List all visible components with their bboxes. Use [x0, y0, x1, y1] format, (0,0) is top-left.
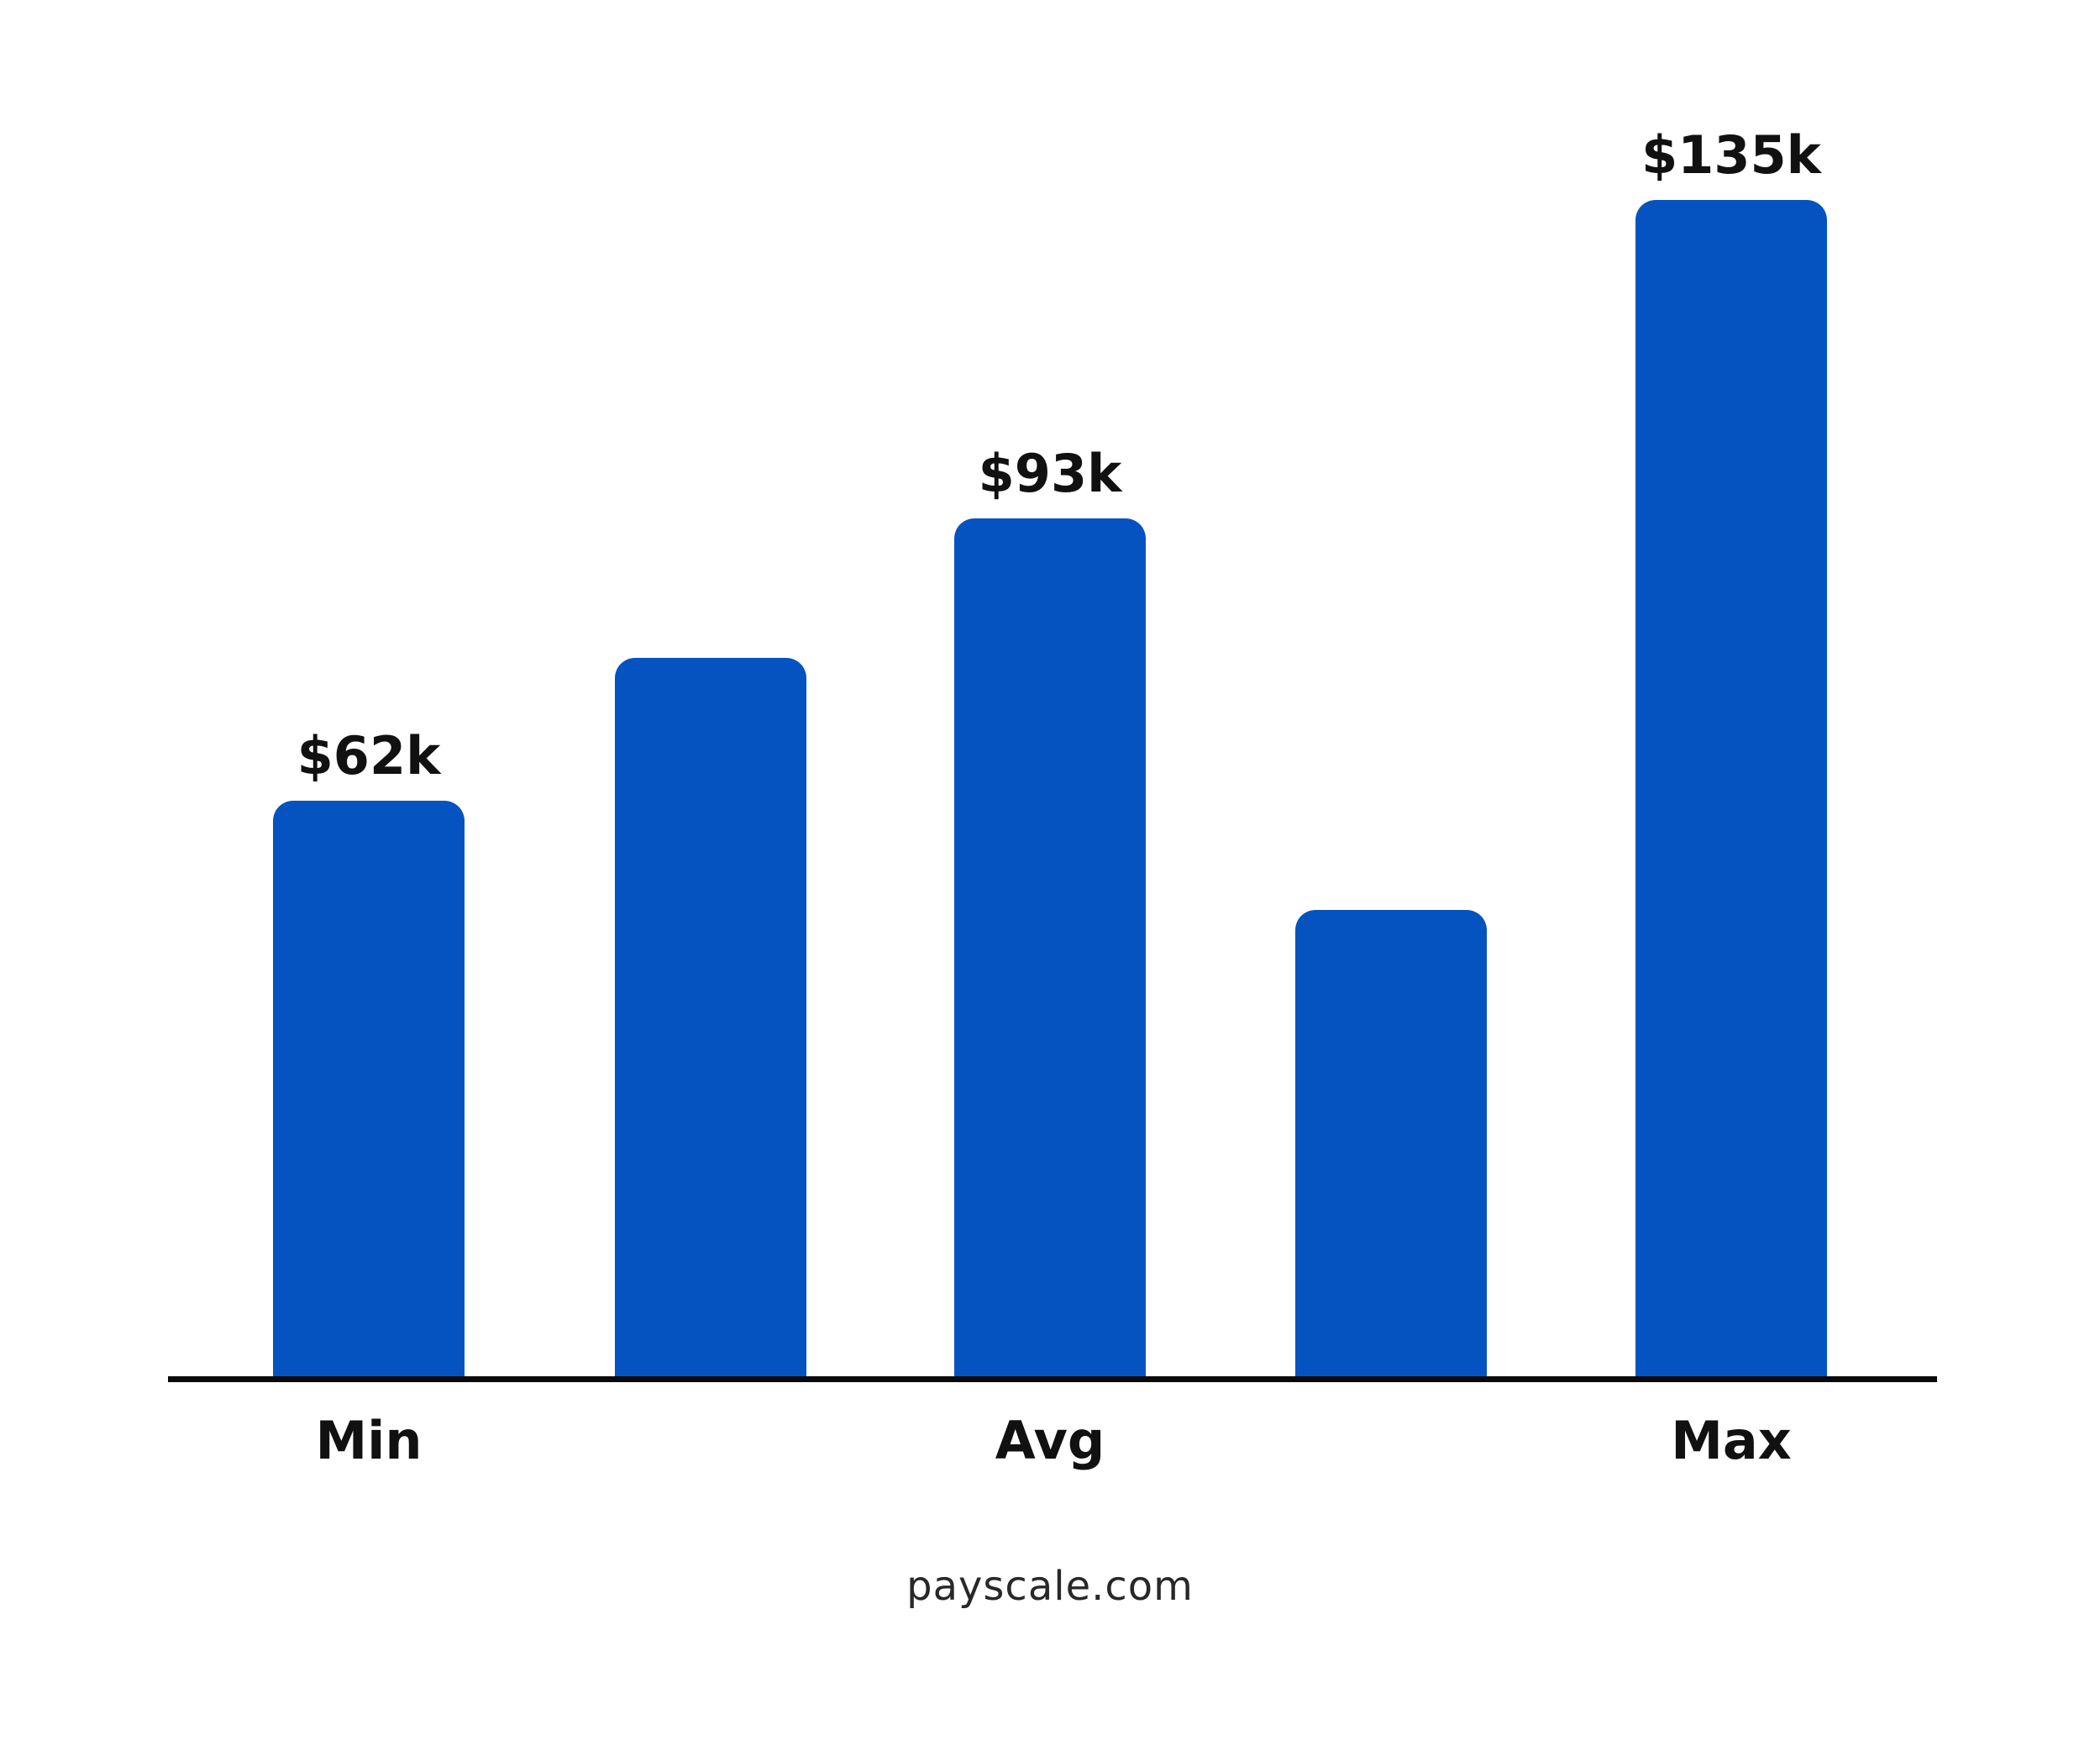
x-axis-line — [168, 1376, 1937, 1382]
x-axis-tick-label-avg: Avg — [995, 1410, 1105, 1471]
bar-unlabeled-2 — [615, 658, 806, 1376]
bar-min — [273, 801, 465, 1376]
bar-value-label: $93k — [978, 443, 1122, 504]
bar-max — [1635, 200, 1827, 1376]
x-axis-tick-label-max: Max — [1671, 1410, 1792, 1471]
bar-avg — [954, 518, 1146, 1376]
x-axis-tick-label-min: Min — [315, 1410, 423, 1471]
bar-value-label: $62k — [297, 725, 441, 786]
bar-value-label: $135k — [1641, 124, 1821, 186]
footer-source-text: payscale.com — [906, 1563, 1194, 1610]
bar-unlabeled-4 — [1295, 910, 1487, 1376]
